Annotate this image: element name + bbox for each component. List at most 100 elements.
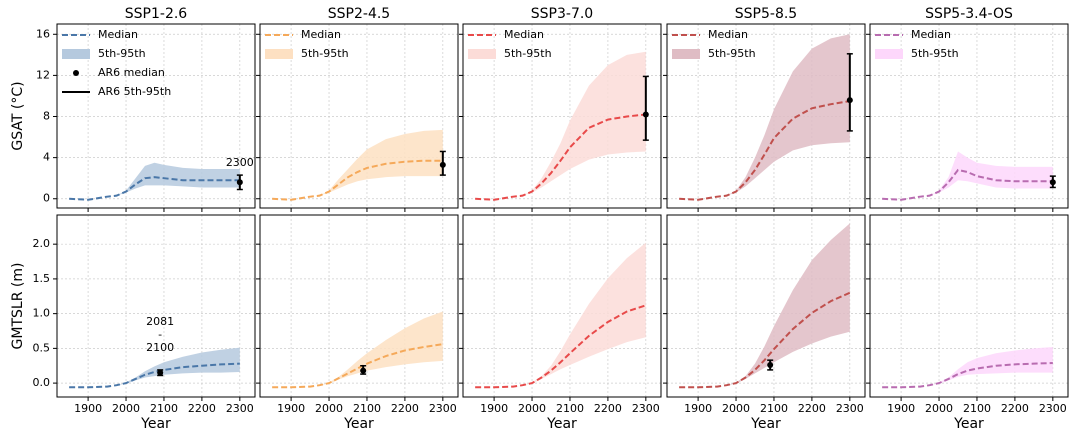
panel: 0 4 8 12 16 2300 SSP1-2.6 GSAT (°C) Median 5th-95… [10,6,256,212]
x-tick-label: 2000 [315,402,343,415]
ar6-median [157,369,164,376]
plot-area [272,311,443,389]
panel: 1900 2000 2100 2200 2300 Year [256,214,459,432]
x-axis-label: Year [343,416,374,432]
x-tick-label: 1900 [480,402,508,415]
axes-frame [259,23,459,209]
x-tick-label: 2200 [188,402,216,415]
y-tick-label: 8 [43,110,50,123]
panel: SSP5-3.4-OS Median 5th-95th [866,6,1069,212]
legend-label: Median [301,28,341,41]
x-tick-label: 2300 [226,402,254,415]
plot-area [69,162,240,201]
x-tick-label: 2200 [798,402,826,415]
legend-label: 5th-95th [301,47,349,60]
x-tick-label: 2200 [391,402,419,415]
x-tick-label: 2300 [836,402,864,415]
panel: SSP5-8.5 Median 5th-95th [663,6,866,212]
ar6-median [1049,179,1056,186]
band [272,129,443,200]
median-line [679,100,850,201]
ar6-median [767,362,774,369]
axes-frame [869,214,1069,398]
ar6-median [236,179,243,186]
axes-frame [56,214,256,398]
panel: 1900 2000 2100 2200 2300 Year [663,214,866,432]
x-tick-label: 2000 [925,402,953,415]
x-tick-label: 2200 [1001,402,1029,415]
legend-label: 5th-95th [98,47,146,60]
legend-label: Median [504,28,544,41]
plot-area [475,51,646,201]
ar6-median [846,97,853,104]
x-tick-label: 2300 [429,402,457,415]
legend-swatch [875,49,903,59]
y-tick-label: 1.5 [33,272,51,285]
y-tick-label: 16 [36,27,50,40]
y-axis-label: GMTSLR (m) [10,263,26,350]
panel-title: SSP2-4.5 [328,6,390,22]
band [69,162,240,200]
x-tick-label: 2100 [963,402,991,415]
y-axis-label: GSAT (°C) [10,81,26,150]
x-axis-label: Year [953,416,984,432]
panel: 1900 2000 2100 2200 2300 Year [459,214,662,432]
median-line [69,176,240,201]
plot-area [679,34,850,201]
median-line [882,168,1053,201]
x-tick-label: 2200 [594,402,622,415]
legend-label: 5th-95th [708,47,756,60]
band [882,346,1053,388]
axes-frame [462,23,662,209]
x-axis-label: Year [750,416,781,432]
legend-swatch [265,49,293,59]
ar6-median [439,161,446,168]
plot-area [69,347,240,389]
median-line [69,362,240,389]
plot-area [882,346,1053,389]
x-tick-label: 2000 [518,402,546,415]
y-tick-label: 1.0 [33,307,51,320]
panel: SSP3-7.0 Median 5th-95th [459,6,662,212]
axes-frame [462,214,662,398]
axes-frame [666,214,866,398]
legend: Median 5th-95th AR6 median AR6 5th-95th [62,28,171,98]
median-line [882,361,1053,389]
median-line [475,113,646,201]
x-axis-label: Year [140,416,171,432]
band [69,347,240,388]
x-tick-label: 1900 [74,402,102,415]
y-tick-label: 0.0 [33,376,51,389]
legend: Median 5th-95th [468,28,552,60]
band [475,51,646,200]
legend-label: Median [708,28,748,41]
plot-area [882,151,1053,201]
median-line [272,343,443,389]
median-line [679,291,851,389]
axes-frame [869,23,1069,209]
median-line [272,159,443,201]
x-tick-label: 2100 [353,402,381,415]
x-axis-label: Year [546,416,577,432]
panel-title: SSP1-2.6 [125,6,188,22]
band [679,34,850,200]
x-tick-label: 1900 [887,402,915,415]
annotation: 2100 [146,341,174,354]
legend: Median 5th-95th [265,28,349,60]
plot-area [475,242,647,389]
axes-frame [56,23,256,209]
x-tick-label: 1900 [277,402,305,415]
median-line [475,304,647,389]
panel: 1900 2000 2100 2200 2300 0.0 0.5 1.0 1.5 2.0 2081-… [10,214,256,432]
legend-label: 5th-95th [504,47,552,60]
panel-title: SSP3-7.0 [531,6,593,22]
y-tick-label: 0 [43,192,50,205]
x-tick-label: 2300 [1039,402,1067,415]
legend-swatch [672,49,700,59]
band [272,311,443,388]
x-tick-label: 2000 [722,402,750,415]
plot-area [679,223,851,389]
legend-swatch [62,49,90,59]
panel: SSP2-4.5 Median 5th-95th [256,6,459,212]
x-tick-label: 2100 [760,402,788,415]
